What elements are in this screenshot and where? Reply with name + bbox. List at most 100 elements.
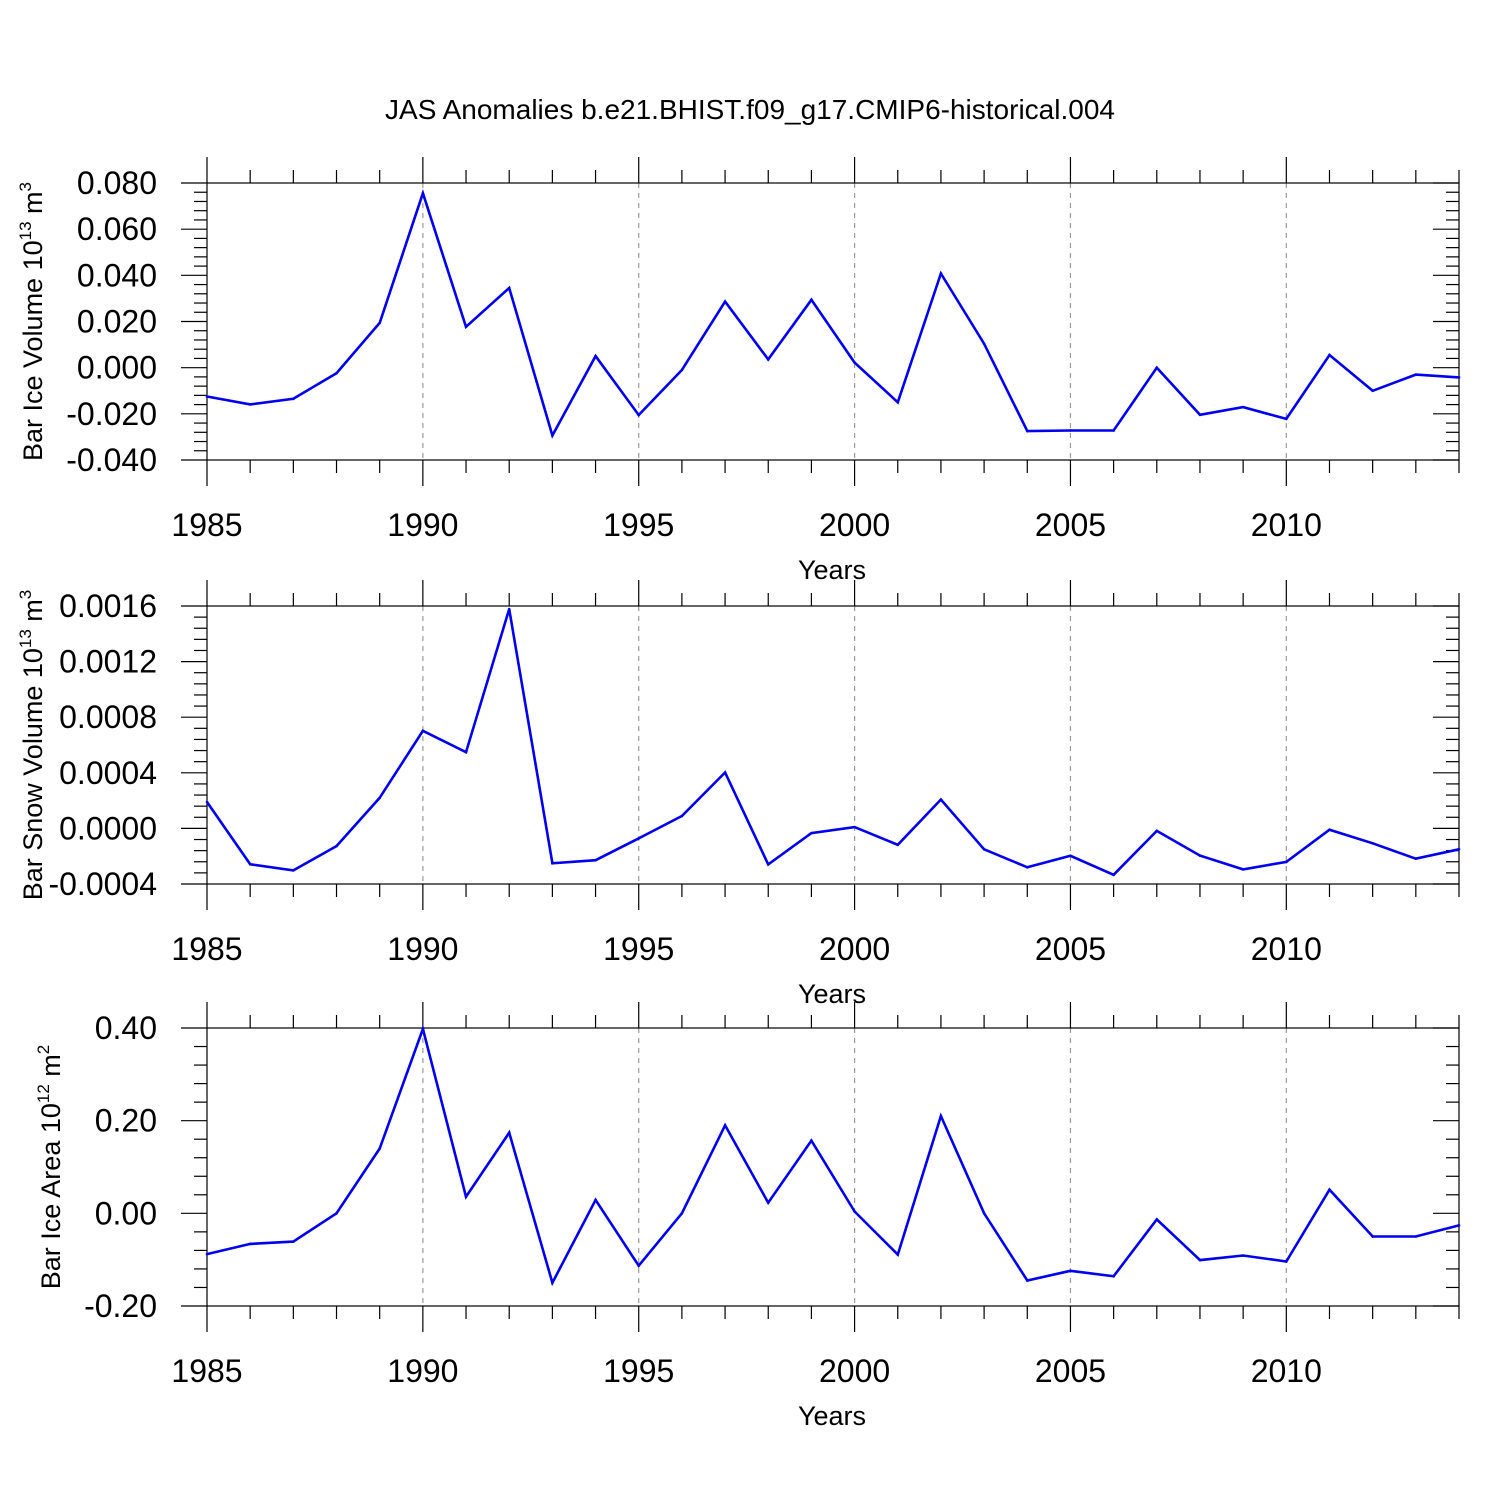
- ice-area-point-1991: [464, 1195, 468, 1198]
- snow-volume-point-1986: [248, 862, 252, 866]
- ice-volume-y-axis-title-exponent: 13: [16, 221, 35, 240]
- ice-area-point-1993: [551, 1281, 554, 1285]
- ice-area-xtick-label-1995: 1995: [603, 1353, 674, 1389]
- ice-volume-xtick-label-1990: 1990: [387, 507, 458, 543]
- snow-volume-x-axis-title: Years: [798, 979, 866, 1009]
- ice-area-series-line: [206, 1024, 1460, 1287]
- figure-title: JAS Anomalies b.e21.BHIST.f09_g17.CMIP6-…: [385, 94, 1115, 125]
- ice-area-point-2003: [982, 1212, 986, 1215]
- ice-volume-point-2009: [1241, 405, 1245, 409]
- ice-area-point-1994: [594, 1198, 597, 1202]
- ice-area-xtick-label-1985: 1985: [171, 1353, 242, 1389]
- snow-volume-point-2009: [1241, 868, 1245, 871]
- ice-volume-point-2013: [1414, 373, 1418, 376]
- ice-volume-ytick-label-3: 0.020: [77, 304, 157, 340]
- ice-volume-point-1999: [810, 298, 813, 302]
- snow-volume-point-2003: [982, 847, 986, 851]
- ice-volume-ytick-label-6: 0.080: [77, 165, 157, 201]
- ice-volume-xtick-label-2000: 2000: [819, 507, 890, 543]
- snow-volume-point-1985: [205, 800, 209, 804]
- ice-area-ytick-label-1: 0.00: [95, 1195, 157, 1231]
- snow-volume-point-2007: [1155, 829, 1159, 833]
- ice-area-panel: -0.20 0.00 0.20 0.40 1985 1990 1995 2000 2005 201…: [34, 1002, 1461, 1431]
- ice-area-xtick-label-1990: 1990: [387, 1353, 458, 1389]
- snow-volume-point-1990: [421, 729, 425, 733]
- snow-volume-ytick-label-1: 0.0000: [59, 810, 157, 846]
- ice-volume-y-axis-title-unit: m: [18, 191, 48, 221]
- ice-area-point-2006: [1112, 1275, 1115, 1278]
- snow-volume-point-1999: [810, 831, 813, 835]
- snow-volume-point-2006: [1112, 873, 1115, 877]
- ice-area-point-2013: [1414, 1235, 1418, 1238]
- ice-volume-point-1993: [551, 434, 554, 437]
- ice-volume-point-2005: [1069, 429, 1072, 432]
- ice-volume-point-1996: [680, 368, 684, 372]
- snow-volume-point-1997: [723, 771, 727, 774]
- ice-volume-point-1995: [637, 413, 641, 417]
- snow-volume-xtick-label-1990: 1990: [387, 931, 458, 967]
- snow-volume-series-line: [205, 608, 1460, 877]
- ice-volume-x-axis-title: Years: [798, 555, 866, 585]
- ice-volume-xtick-label-1985: 1985: [171, 507, 242, 543]
- ice-volume-point-1998: [766, 358, 770, 361]
- ice-area-point-1997: [723, 1124, 727, 1127]
- ice-area-y-axis-title-unit: m: [36, 1054, 66, 1084]
- ice-area-point-2005: [1069, 1269, 1072, 1273]
- snow-volume-point-2014: [1457, 847, 1461, 851]
- ice-area-point-1992: [507, 1131, 511, 1135]
- ice-area-point-1987: [292, 1240, 295, 1243]
- ice-area-ytick-label-2: 0.20: [95, 1103, 157, 1139]
- snow-volume-point-2004: [1025, 866, 1029, 869]
- snow-volume-point-2012: [1371, 841, 1374, 845]
- snow-volume-point-1991: [464, 750, 468, 754]
- snow-volume-point-1988: [335, 844, 338, 848]
- ice-area-point-2012: [1371, 1235, 1374, 1238]
- snow-volume-point-1996: [680, 814, 684, 818]
- ice-volume-point-2010: [1285, 417, 1288, 421]
- ice-area-point-2011: [1328, 1188, 1331, 1192]
- snow-volume-xtick-label-2005: 2005: [1035, 931, 1106, 967]
- snow-volume-ytick-label-3: 0.0008: [59, 699, 157, 735]
- ice-area-point-1998: [766, 1201, 770, 1204]
- snow-volume-point-2000: [853, 825, 856, 829]
- ice-area-point-2014: [1457, 1224, 1461, 1227]
- ice-volume-point-1989: [378, 321, 381, 325]
- ice-volume-point-1997: [723, 300, 727, 303]
- ice-volume-point-2001: [896, 400, 900, 404]
- snow-volume-y-axis-title-text: Bar Snow Volume 10: [18, 648, 48, 900]
- ice-volume-y-axis-title-text: Bar Ice Volume 10: [18, 240, 48, 461]
- snow-volume-point-1998: [766, 863, 770, 866]
- ice-volume-panel: -0.040 -0.020 0.000 0.020 0.040 0.060 0.080 198…: [16, 157, 1461, 585]
- ice-area-xtick-label-2005: 2005: [1035, 1353, 1106, 1389]
- snow-volume-ytick-label-4: 0.0012: [59, 644, 157, 680]
- ice-area-point-1990: [421, 1027, 425, 1031]
- ice-area-point-2010: [1285, 1260, 1288, 1263]
- snow-volume-ytick-label-0: -0.0004: [48, 866, 157, 902]
- ice-area-point-2008: [1198, 1258, 1202, 1262]
- snow-volume-y-axis-title: Bar Snow Volume 1013 m3: [16, 590, 48, 901]
- ice-volume-ytick-label-0: -0.040: [66, 442, 157, 478]
- ice-area-point-1989: [378, 1147, 381, 1150]
- snow-volume-panel: -0.0004 0.0000 0.0004 0.0008 0.0012 0.0016 198…: [16, 580, 1461, 1009]
- ice-volume-y-axis-title-unit-exponent: 3: [16, 182, 35, 191]
- ice-volume-xtick-label-1995: 1995: [603, 507, 674, 543]
- ice-volume-point-1985: [205, 395, 209, 398]
- ice-volume-point-1986: [248, 403, 252, 406]
- ice-volume-point-2011: [1328, 353, 1331, 357]
- snow-volume-ytick-label-2: 0.0004: [59, 755, 157, 791]
- ice-volume-point-1991: [464, 325, 468, 329]
- ice-area-ytick-label-0: -0.20: [84, 1288, 157, 1324]
- snow-volume-y-axis-title-unit: m: [18, 599, 48, 629]
- snow-volume-point-2011: [1328, 828, 1331, 831]
- snow-volume-point-2002: [939, 798, 943, 801]
- ice-area-point-2004: [1025, 1279, 1029, 1282]
- ice-area-point-1996: [680, 1212, 684, 1215]
- ice-volume-plot-frame: [206, 182, 1460, 461]
- ice-area-y-axis-title-unit-exponent: 2: [34, 1045, 53, 1054]
- ice-area-y-axis-title-exponent: 12: [34, 1084, 53, 1103]
- snow-volume-point-1995: [637, 837, 641, 840]
- ice-area-xtick-label-2010: 2010: [1251, 1353, 1322, 1389]
- snow-volume-xtick-label-2000: 2000: [819, 931, 890, 967]
- ice-volume-point-1994: [594, 354, 597, 358]
